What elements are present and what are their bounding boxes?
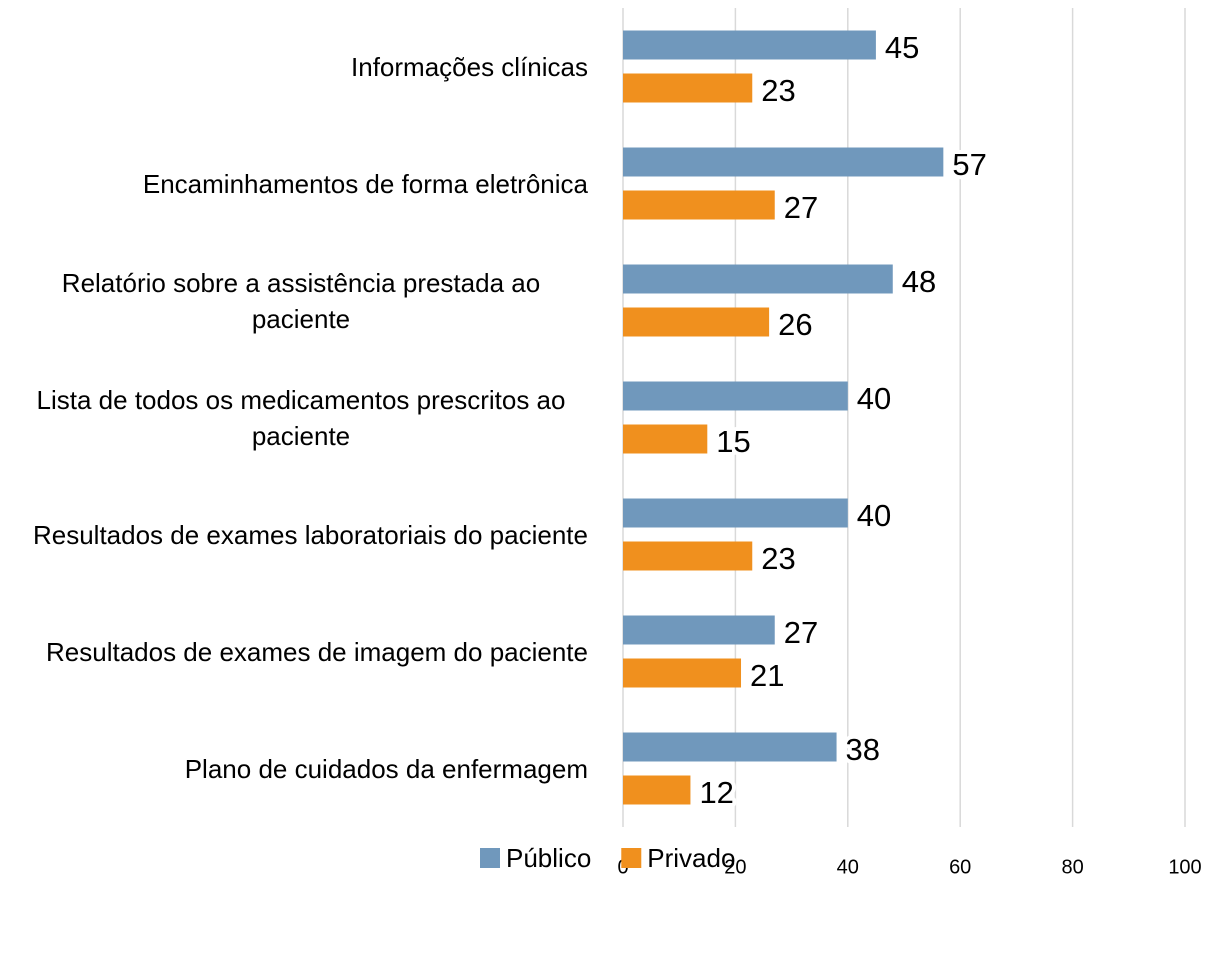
category-label-box: Informações clínicas [0,17,588,117]
category-label: Lista de todos os medicamentos prescrito… [36,384,566,451]
legend-swatch [480,848,500,868]
x-tick-label: 60 [949,856,971,878]
data-label: 27 [784,190,818,225]
data-label: 21 [750,658,784,693]
category-label-box: Plano de cuidados da enfermagem [0,719,588,819]
legend-swatch [621,848,642,868]
category-label-box: Lista de todos os medicamentos prescrito… [0,368,588,468]
category-label: Plano de cuidados da enfermagem [184,753,588,784]
legend-label: Público [506,843,591,873]
category-label: Resultados de exames laboratoriais do pa… [32,519,588,550]
bar [623,424,708,454]
bar [623,307,770,337]
x-tick-label: 100 [1168,856,1201,878]
bar [623,147,944,177]
bar [623,732,837,762]
data-label: 27 [784,615,818,650]
bar [623,775,691,805]
bar [623,615,775,645]
bar [623,73,753,103]
category-label: Informações clínicas [351,51,588,82]
x-tick-label: 80 [1061,856,1083,878]
category-label-box: Relatório sobre a assistência prestada a… [0,251,588,351]
data-label: 48 [902,264,936,299]
data-label: 40 [857,381,891,416]
data-label: 40 [857,498,891,533]
data-label: 23 [761,541,795,576]
data-label: 38 [846,732,880,767]
category-label: Encaminhamentos de forma eletrônica [142,168,588,199]
category-label: Relatório sobre a assistência prestada a… [61,267,541,334]
data-label: 26 [778,307,812,342]
data-label: 57 [952,147,986,182]
category-label-box: Resultados de exames de imagem do pacien… [0,602,588,702]
bar [623,498,848,528]
x-tick-label: 40 [837,856,859,878]
bar [623,264,893,294]
bar [623,30,876,60]
bar [623,190,775,220]
data-label: 15 [716,424,750,459]
category-label: Resultados de exames de imagem do pacien… [46,636,588,667]
bar [623,381,848,411]
x-tick-label: 20 [724,856,746,878]
category-label-box: Resultados de exames laboratoriais do pa… [0,485,588,585]
data-label: 23 [761,73,795,108]
data-label: 12 [699,775,733,810]
legend-label: Privado [647,843,735,873]
data-label: 45 [885,30,919,65]
bar [623,541,753,571]
bar [623,658,742,688]
category-label-box: Encaminhamentos de forma eletrônica [0,134,588,234]
